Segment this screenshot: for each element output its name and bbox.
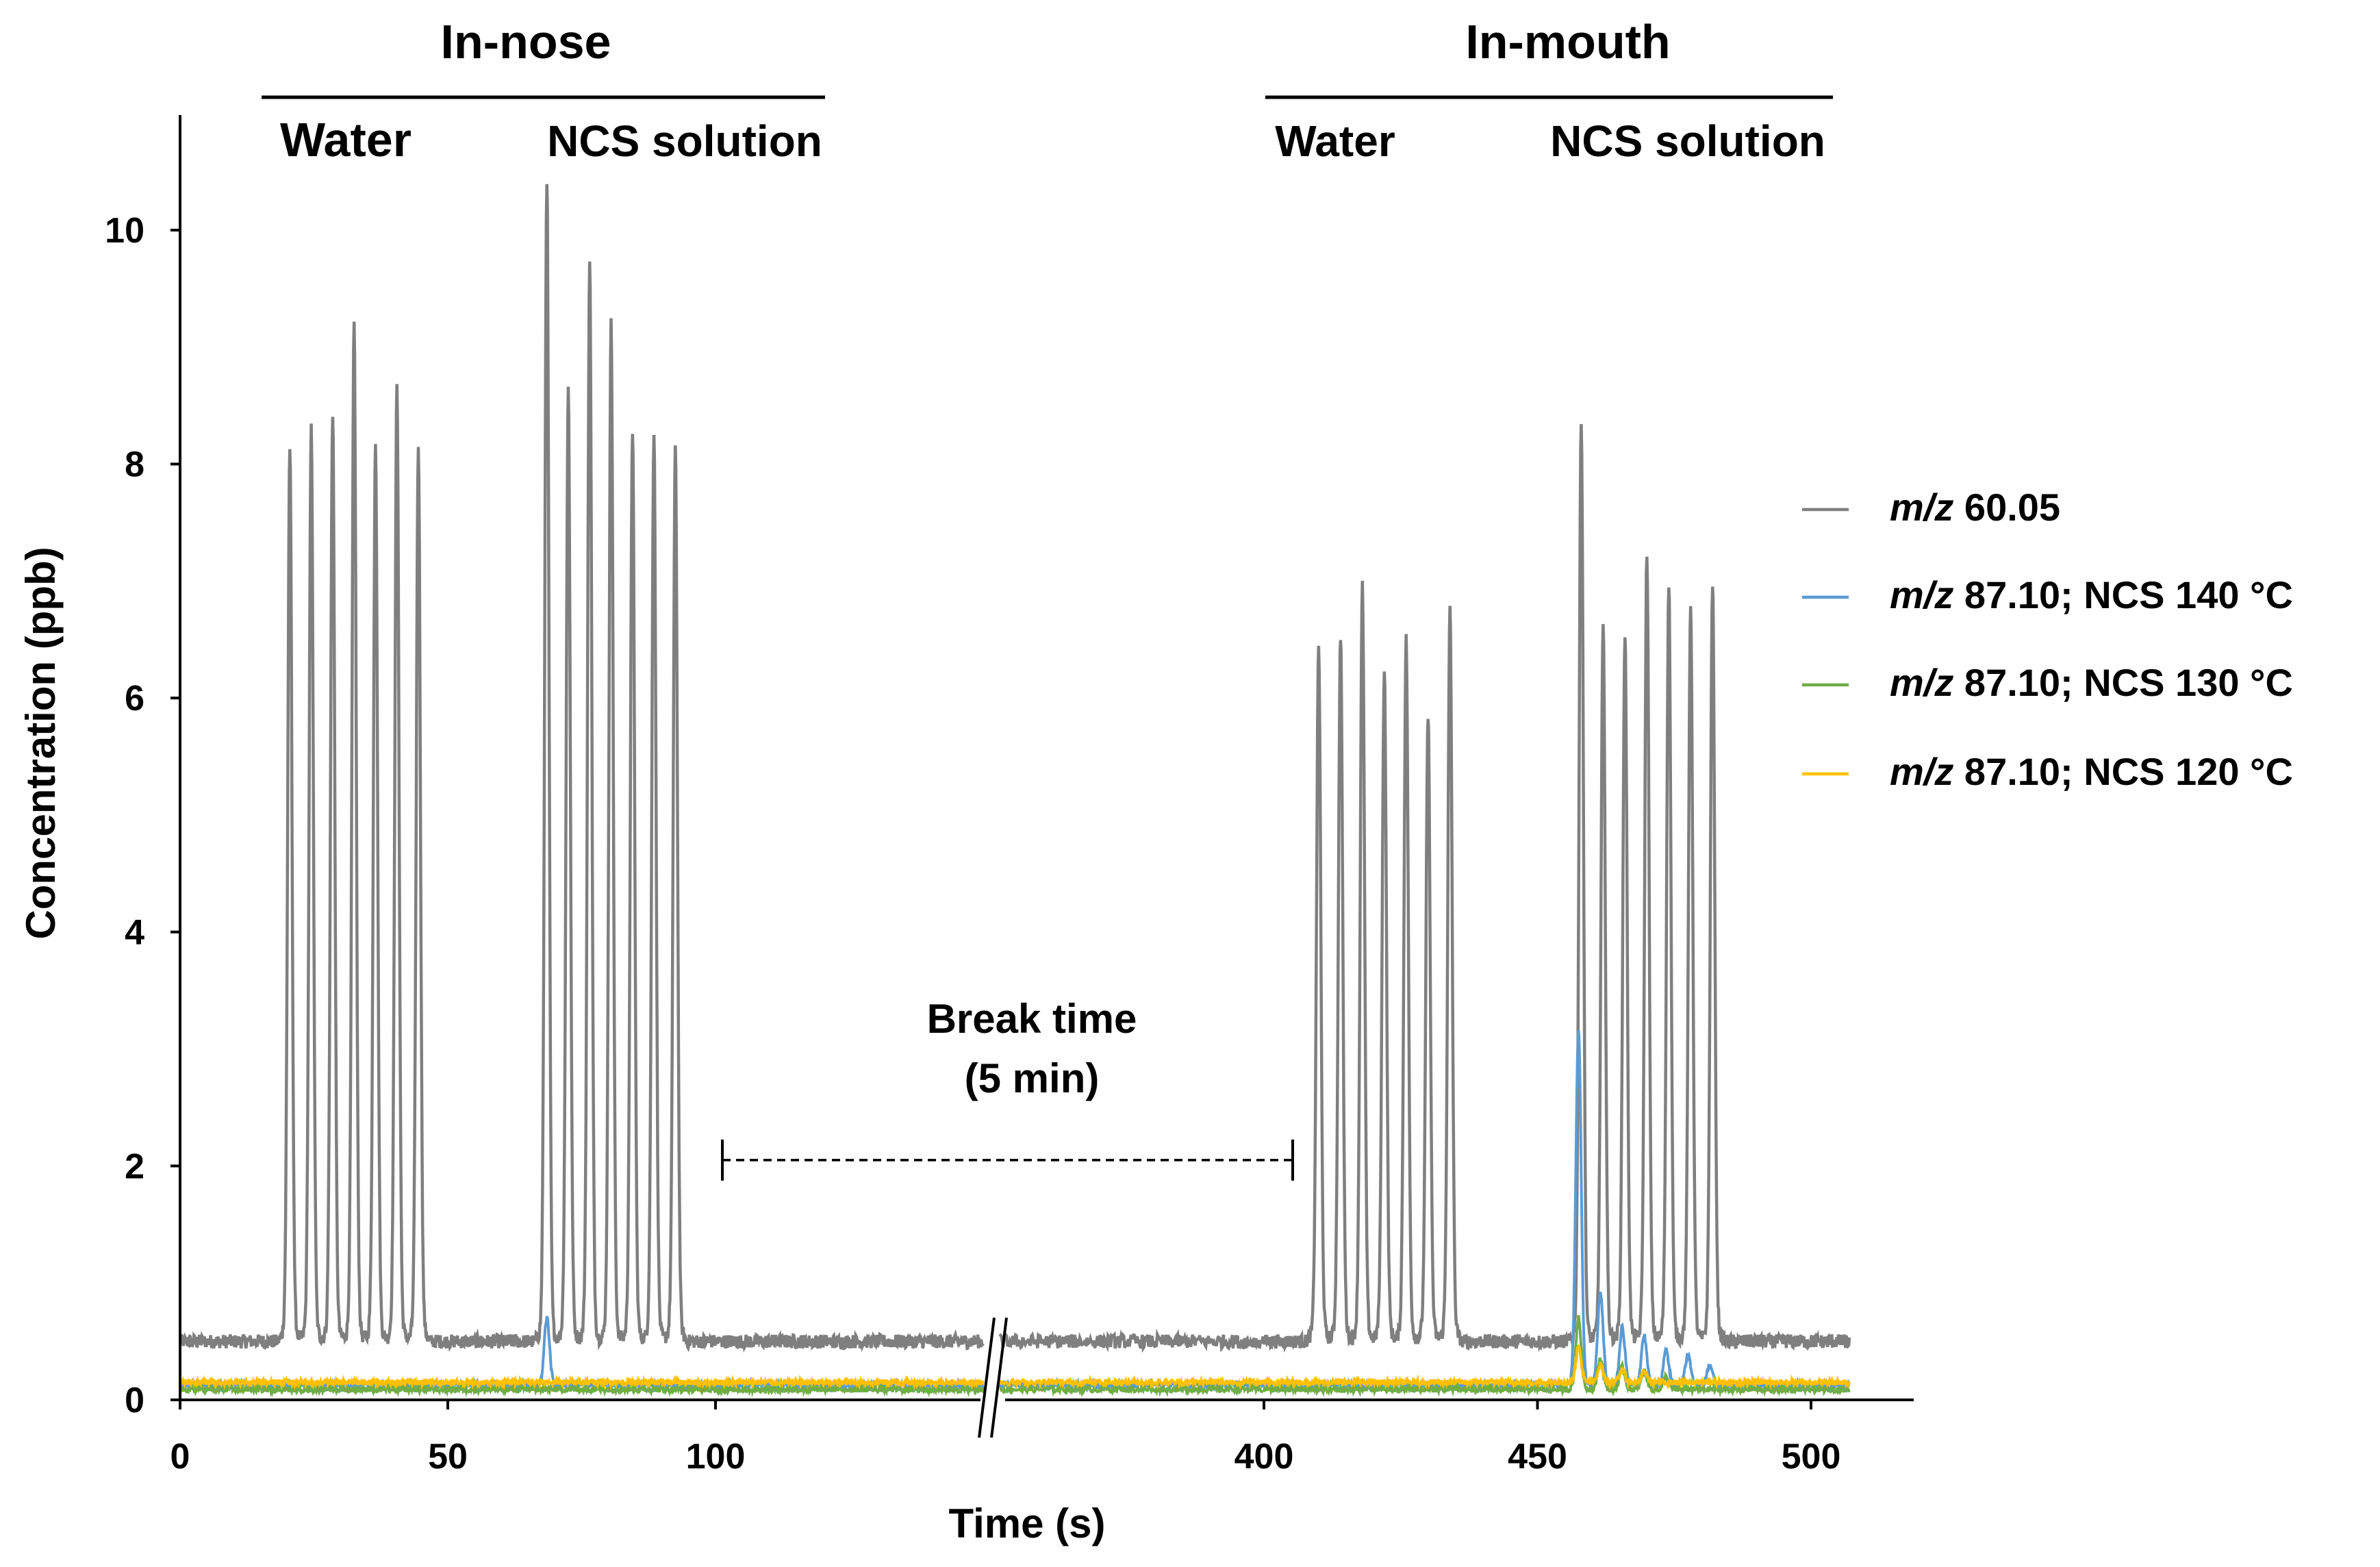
axis-break-mark-1: [978, 1317, 996, 1438]
series-line-3-segment-2: [1263, 1315, 1851, 1398]
legend-label-1: m/z 60.05: [1890, 486, 2060, 529]
y-tick-label: 4: [125, 913, 144, 953]
break-time-duration-label: (5 min): [965, 1055, 1100, 1101]
axis-break-mark-2: [990, 1317, 1008, 1438]
series-line-1-segment-bridge: [998, 1328, 1265, 1353]
break-time-label: Break time: [927, 996, 1137, 1042]
x-axis-title: Time (s): [949, 1501, 1106, 1546]
series-line-1-segment-2: [1262, 424, 1851, 1353]
legend-label-3: m/z 87.10; NCS 130 °C: [1890, 661, 2293, 704]
legend-label-italic: m/z: [1890, 486, 1953, 529]
legend-label-2: m/z 87.10; NCS 140 °C: [1890, 573, 2293, 616]
y-tick-label: 2: [125, 1146, 144, 1186]
y-axis-title: Concentration (ppb): [18, 547, 64, 939]
section-header-2: In-mouth: [1465, 15, 1670, 68]
y-tick-label: 6: [125, 679, 144, 718]
x-tick-label: 100: [686, 1437, 746, 1477]
sub-header-1: Water: [280, 113, 412, 166]
x-tick-label: 450: [1508, 1437, 1567, 1477]
legend-label-rest: 87.10; NCS 130 °C: [1953, 661, 2293, 704]
legend: m/z 60.05m/z 87.10; NCS 140 °Cm/z 87.10;…: [1802, 486, 2293, 793]
y-tick-label: 8: [125, 445, 144, 485]
x-tick-label: 50: [428, 1437, 468, 1477]
series-line-3-segment-bridge: [999, 1381, 1264, 1398]
series-line-4-segment-2: [1263, 1344, 1851, 1391]
legend-label-rest: 87.10; NCS 140 °C: [1953, 573, 2293, 616]
legend-label-rest: 60.05: [1953, 486, 2060, 529]
series-line-1-segment-1: [178, 184, 985, 1353]
sub-header-4: NCS solution: [1550, 116, 1825, 166]
legend-label-italic: m/z: [1890, 661, 1953, 704]
legend-label-rest: 87.10; NCS 120 °C: [1953, 750, 2293, 793]
section-header-1: In-nose: [441, 15, 611, 68]
sub-header-3: Water: [1275, 116, 1395, 166]
y-tick-label: 0: [125, 1381, 144, 1420]
series-line-4-segment-1: [179, 1374, 985, 1391]
sub-header-2: NCS solution: [547, 116, 822, 166]
x-tick-label: 500: [1782, 1437, 1841, 1477]
legend-label-4: m/z 87.10; NCS 120 °C: [1890, 750, 2293, 793]
annotations: In-nose In-mouth Water NCS solution Water NCS…: [262, 15, 1833, 1181]
series-line-3-segment-1: [179, 1381, 985, 1398]
legend-label-italic: m/z: [1890, 573, 1953, 616]
series-layer: [178, 184, 1851, 1398]
series-line-4-segment-bridge: [998, 1374, 1265, 1390]
y-tick-label: 10: [105, 211, 144, 251]
x-tick-label: 400: [1235, 1437, 1294, 1477]
legend-label-italic: m/z: [1890, 750, 1953, 793]
x-tick-label: 0: [170, 1437, 190, 1477]
